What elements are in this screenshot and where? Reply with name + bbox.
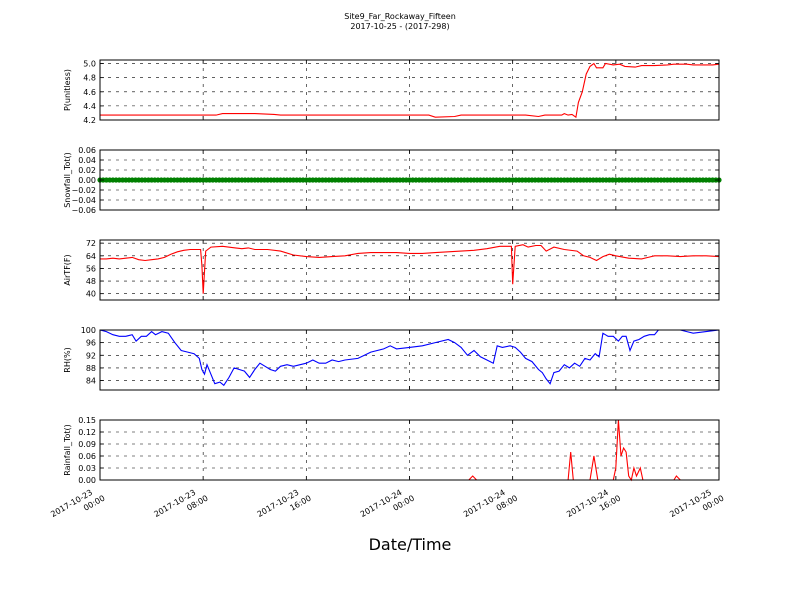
chart-subtitle: 2017-10-25 - (2017-298) bbox=[350, 22, 449, 31]
y-tick-label: −0.06 bbox=[71, 206, 96, 215]
x-tick-label: 2017-10-2316:00 bbox=[256, 484, 313, 529]
y-tick-label: 96 bbox=[86, 339, 96, 348]
y-tick-label: 84 bbox=[86, 377, 96, 386]
y-tick-label: 0.15 bbox=[78, 416, 96, 425]
y-tick-label: 92 bbox=[86, 351, 96, 360]
plot-frame bbox=[99, 419, 720, 481]
series-line-4 bbox=[99, 329, 720, 387]
y-tick-label: 0.03 bbox=[78, 464, 96, 473]
panel-5: 0.00 0.03 0.06 0.09 0.12 0.15 Rainfall_Tot() bbox=[63, 416, 720, 485]
y-tick-label: 48 bbox=[86, 277, 96, 286]
x-tick-label: 2017-10-2408:00 bbox=[462, 484, 519, 529]
x-tick-labels: 2017-10-2300:00 2017-10-2308:00 2017-10-23… bbox=[49, 484, 725, 529]
x-tick-label: 2017-10-2400:00 bbox=[359, 484, 416, 529]
x-tick-label: 2017-10-2500:00 bbox=[668, 484, 725, 529]
panel-3: 40 48 56 64 72 AirTF(F) bbox=[63, 239, 720, 301]
y-tick-label: 88 bbox=[86, 364, 96, 373]
y-axis-label: RH(%) bbox=[63, 347, 72, 372]
x-axis-label: Date/Time bbox=[369, 535, 452, 554]
y-tick-label: 4.2 bbox=[83, 116, 96, 125]
series-line-3 bbox=[100, 244, 720, 294]
y-axis-label: P(unitless) bbox=[63, 69, 72, 111]
panel-2: −0.06−0.04−0.020.000.020.040.06 Snowfall_… bbox=[63, 146, 722, 215]
y-tick-label: 0.02 bbox=[78, 166, 96, 175]
y-tick-label: 5.0 bbox=[83, 60, 96, 69]
x-tick-label: 2017-10-2416:00 bbox=[565, 484, 622, 529]
y-tick-label: −0.02 bbox=[71, 186, 96, 195]
y-tick-label: 0.04 bbox=[78, 156, 96, 165]
plot-frame bbox=[99, 59, 720, 121]
y-tick-label: 64 bbox=[86, 252, 96, 261]
y-tick-label: 4.6 bbox=[83, 88, 96, 97]
series-line-1 bbox=[100, 62, 720, 119]
plot-frame bbox=[99, 149, 720, 211]
y-axis-label: Rainfall_Tot() bbox=[63, 424, 72, 476]
panel-4: 84 88 92 96 100 RH(%) bbox=[63, 326, 720, 391]
y-tick-label: 56 bbox=[86, 264, 96, 273]
y-tick-label: 72 bbox=[86, 239, 96, 248]
panels: 4.2 4.4 4.6 4.8 5.0 P(unitless) −0.06−0.04−0.0… bbox=[63, 59, 722, 485]
y-tick-label: 0.00 bbox=[78, 476, 96, 485]
x-tick-label: 2017-10-2308:00 bbox=[152, 484, 209, 529]
y-tick-label: 0.00 bbox=[78, 176, 96, 185]
y-tick-label: 40 bbox=[86, 290, 96, 299]
chart-title: Site9_Far_Rockaway_Fifteen bbox=[344, 12, 456, 21]
y-tick-label: 4.8 bbox=[83, 74, 96, 83]
series-line-5 bbox=[100, 419, 719, 482]
y-tick-label: 0.12 bbox=[78, 428, 96, 437]
plot-frame bbox=[99, 329, 720, 391]
y-tick-label: 100 bbox=[81, 326, 96, 335]
y-tick-label: 0.09 bbox=[78, 440, 96, 449]
y-axis-label: Snowfall_Tot() bbox=[63, 152, 72, 208]
y-axis-label: AirTF(F) bbox=[63, 254, 72, 285]
y-tick-label: 0.06 bbox=[78, 452, 96, 461]
y-tick-label: −0.04 bbox=[71, 196, 96, 205]
panel-1: 4.2 4.4 4.6 4.8 5.0 P(unitless) bbox=[63, 59, 720, 125]
x-tick-label: 2017-10-2300:00 bbox=[49, 484, 106, 529]
y-tick-label: 0.06 bbox=[78, 146, 96, 155]
plot-frame bbox=[99, 239, 720, 301]
y-tick-label: 4.4 bbox=[83, 102, 96, 111]
